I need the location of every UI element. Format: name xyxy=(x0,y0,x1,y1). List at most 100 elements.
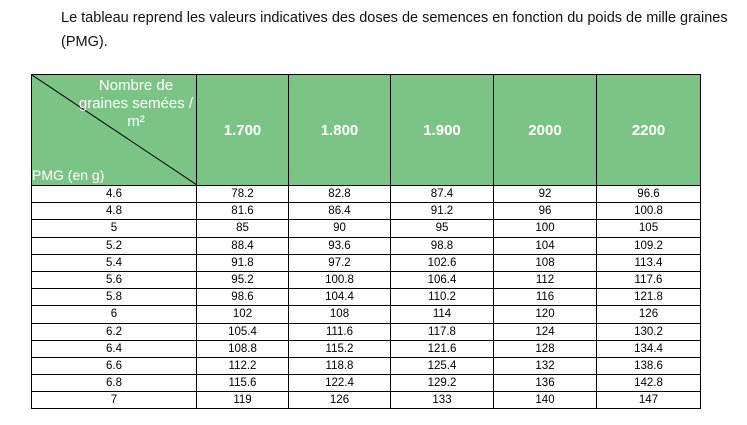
table-row: 6.4 108.8 115.2 121.6 128 134.4 xyxy=(31,339,701,358)
dose-cell: 78.2 xyxy=(196,184,289,204)
dose-cell: 104 xyxy=(493,236,597,255)
table-row: 5.4 91.8 97.2 102.6 108 113.4 xyxy=(31,253,701,272)
table-row: 5.2 88.4 93.6 98.8 104 109.2 xyxy=(31,236,701,255)
dose-cell: 102 xyxy=(196,305,289,324)
column-header: 1.800 xyxy=(288,74,391,186)
pmg-cell: 6.2 xyxy=(31,322,197,341)
table-row: 6.6 112.2 118.8 125.4 132 138.6 xyxy=(31,356,701,376)
dose-cell: 136 xyxy=(493,374,597,393)
dose-cell: 138.6 xyxy=(596,356,701,376)
pmg-cell: 5.6 xyxy=(31,270,197,290)
dose-cell: 116 xyxy=(493,288,597,307)
dose-cell: 105 xyxy=(596,219,701,238)
dose-cell: 95.2 xyxy=(196,270,289,290)
table-row: 5.8 98.6 104.4 110.2 116 121.8 xyxy=(31,288,701,307)
dose-cell: 114 xyxy=(390,305,494,324)
dose-cell: 106.4 xyxy=(390,270,494,290)
dose-cell: 128 xyxy=(493,339,597,358)
table-row: 7 119 126 133 140 147 xyxy=(31,391,701,410)
dose-cell: 86.4 xyxy=(288,202,391,221)
table-row: 4.6 78.2 82.8 87.4 92 96.6 xyxy=(31,184,701,204)
dose-cell: 105.4 xyxy=(196,322,289,341)
table-row: 6.2 105.4 111.6 117.8 124 130.2 xyxy=(31,322,701,341)
dose-cell: 108 xyxy=(493,253,597,272)
dose-cell: 124 xyxy=(493,322,597,341)
dose-cell: 112 xyxy=(493,270,597,290)
pmg-cell: 6 xyxy=(31,305,197,324)
dose-cell: 117.8 xyxy=(390,322,494,341)
table-body: 4.6 78.2 82.8 87.4 92 96.6 4.8 81.6 86.4 91.2 96 10… xyxy=(31,184,701,410)
dose-cell: 109.2 xyxy=(596,236,701,255)
pmg-cell: 4.6 xyxy=(31,184,197,204)
table-row: 6.8 115.6 122.4 129.2 136 142.8 xyxy=(31,374,701,393)
dose-cell: 90 xyxy=(288,219,391,238)
corner-bottom-label: PMG (en g) xyxy=(32,167,105,183)
dose-cell: 111.6 xyxy=(288,322,391,341)
dose-cell: 93.6 xyxy=(288,236,391,255)
column-header: 1.700 xyxy=(196,74,289,186)
dose-cell: 121.8 xyxy=(596,288,701,307)
dose-cell: 113.4 xyxy=(596,253,701,272)
dose-cell: 95 xyxy=(390,219,494,238)
dose-cell: 108.8 xyxy=(196,339,289,358)
dose-cell: 104.4 xyxy=(288,288,391,307)
dose-cell: 98.6 xyxy=(196,288,289,307)
dose-cell: 81.6 xyxy=(196,202,289,221)
pmg-cell: 6.8 xyxy=(31,374,197,393)
dose-cell: 115.6 xyxy=(196,374,289,393)
pmg-cell: 7 xyxy=(31,391,197,410)
table-row: 5.6 95.2 100.8 106.4 112 117.6 xyxy=(31,270,701,290)
dose-cell: 102.6 xyxy=(390,253,494,272)
dose-cell: 129.2 xyxy=(390,374,494,393)
seed-table: Nombre de graines semées / m² PMG (en g)… xyxy=(31,74,701,410)
dose-cell: 126 xyxy=(288,391,391,410)
corner-cell: Nombre de graines semées / m² PMG (en g) xyxy=(31,74,197,186)
column-header: 1.900 xyxy=(390,74,494,186)
dose-cell: 120 xyxy=(493,305,597,324)
pmg-cell: 5.2 xyxy=(31,236,197,255)
table-row: 5 85 90 95 100 105 xyxy=(31,219,701,238)
table-row: 4.8 81.6 86.4 91.2 96 100.8 xyxy=(31,202,701,221)
dose-cell: 133 xyxy=(390,391,494,410)
dose-cell: 142.8 xyxy=(596,374,701,393)
dose-cell: 119 xyxy=(196,391,289,410)
dose-cell: 87.4 xyxy=(390,184,494,204)
dose-cell: 117.6 xyxy=(596,270,701,290)
dose-cell: 130.2 xyxy=(596,322,701,341)
dose-cell: 140 xyxy=(493,391,597,410)
diagonal xyxy=(32,75,197,185)
dose-cell: 100 xyxy=(493,219,597,238)
dose-cell: 108 xyxy=(288,305,391,324)
table-row: 6 102 108 114 120 126 xyxy=(31,305,701,324)
dose-cell: 100.8 xyxy=(596,202,701,221)
dose-cell: 126 xyxy=(596,305,701,324)
dose-cell: 112.2 xyxy=(196,356,289,376)
dose-cell: 115.2 xyxy=(288,339,391,358)
dose-cell: 91.8 xyxy=(196,253,289,272)
dose-cell: 125.4 xyxy=(390,356,494,376)
dose-cell: 110.2 xyxy=(390,288,494,307)
intro-text: Le tableau reprend les valeurs indicativ… xyxy=(61,10,728,50)
dose-cell: 88.4 xyxy=(196,236,289,255)
pmg-cell: 6.6 xyxy=(31,356,197,376)
column-header: 2200 xyxy=(596,74,701,186)
header-row: Nombre de graines semées / m² PMG (en g)… xyxy=(31,74,701,186)
dose-cell: 132 xyxy=(493,356,597,376)
pmg-cell: 4.8 xyxy=(31,202,197,221)
dose-cell: 96.6 xyxy=(596,184,701,204)
corner-top-label: Nombre de graines semées / m² xyxy=(78,77,194,130)
dose-cell: 134.4 xyxy=(596,339,701,358)
dose-cell: 82.8 xyxy=(288,184,391,204)
dose-cell: 147 xyxy=(596,391,701,410)
dose-cell: 97.2 xyxy=(288,253,391,272)
dose-cell: 98.8 xyxy=(390,236,494,255)
dose-cell: 100.8 xyxy=(288,270,391,290)
pmg-cell: 6.4 xyxy=(31,339,197,358)
dose-cell: 85 xyxy=(196,219,289,238)
dose-cell: 122.4 xyxy=(288,374,391,393)
column-header: 2000 xyxy=(493,74,597,186)
dose-cell: 96 xyxy=(493,202,597,221)
dose-cell: 121.6 xyxy=(390,339,494,358)
